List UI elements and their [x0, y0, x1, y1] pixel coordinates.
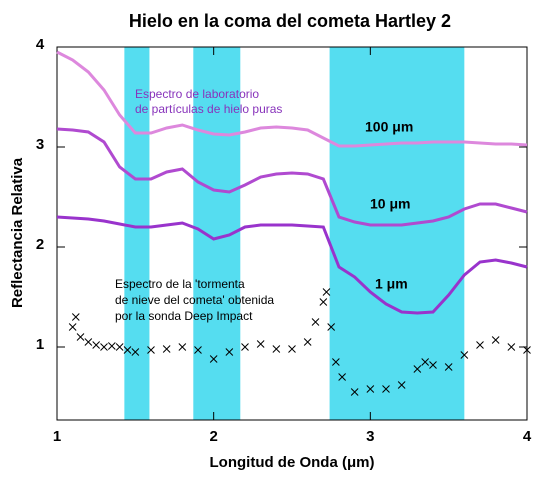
- x-axis-label: Longitud de Onda (μm): [210, 454, 375, 471]
- y-tick-label: 2: [36, 236, 44, 253]
- y-axis-label: Reflectancia Relativa: [9, 157, 26, 308]
- observed-point: [225, 348, 234, 356]
- observed-point: [147, 346, 155, 354]
- observed-point: [303, 338, 312, 346]
- observed-point: [272, 345, 281, 353]
- observed-point: [71, 313, 80, 321]
- observed-point: [429, 361, 437, 369]
- obs-annotation: por la sonda Deep Impact: [115, 309, 253, 323]
- lab-annotation: de partículas de hielo puras: [135, 102, 282, 116]
- y-tick-label: 4: [36, 36, 45, 53]
- x-tick-label: 3: [366, 428, 374, 445]
- highlight-band: [329, 47, 465, 420]
- y-tick-label: 1: [36, 336, 44, 353]
- highlight-band: [124, 47, 150, 420]
- observed-point: [322, 288, 331, 296]
- observed-point: [460, 351, 469, 359]
- series-label: 100 μm: [365, 119, 413, 135]
- observed-point: [491, 336, 500, 344]
- x-tick-label: 2: [209, 428, 217, 445]
- observed-point: [162, 345, 171, 353]
- observed-point: [92, 341, 101, 349]
- x-tick-label: 4: [523, 428, 532, 445]
- observed-point: [507, 343, 516, 351]
- series-line: [56, 50, 528, 148]
- observed-point: [397, 381, 406, 389]
- observed-point: [123, 346, 132, 354]
- observed-point: [311, 318, 320, 326]
- observed-point: [523, 346, 531, 354]
- observed-point: [100, 343, 108, 351]
- series-label: 1 μm: [375, 276, 408, 292]
- observed-point: [288, 345, 296, 353]
- observed-point: [413, 365, 422, 373]
- observed-point: [76, 333, 85, 341]
- series-line: [56, 127, 528, 227]
- observed-point: [350, 388, 359, 396]
- observed-point: [327, 323, 336, 331]
- observed-point: [338, 373, 346, 381]
- observed-point: [68, 323, 77, 331]
- series-label: 10 μm: [370, 196, 410, 212]
- observed-point: [241, 343, 249, 351]
- observed-point: [319, 298, 328, 306]
- observed-point: [256, 340, 265, 348]
- observed-point: [421, 358, 430, 366]
- observed-point: [115, 343, 124, 351]
- observed-point: [366, 385, 375, 393]
- observed-point: [332, 358, 340, 366]
- observed-point: [476, 341, 484, 349]
- obs-annotation: Espectro de la 'tormenta: [115, 277, 245, 291]
- observed-point: [444, 363, 453, 371]
- obs-annotation: de nieve del cometa' obtenida: [115, 293, 274, 307]
- observed-point: [382, 385, 390, 393]
- observed-point: [131, 348, 140, 356]
- observed-point: [178, 343, 187, 351]
- observed-point: [209, 355, 218, 363]
- series-line: [56, 215, 528, 315]
- lab-annotation: Espectro de laboratorio: [135, 87, 259, 101]
- observed-point: [107, 342, 116, 350]
- observed-point: [84, 338, 93, 346]
- observed-point: [194, 346, 202, 354]
- chart-title: Hielo en la coma del cometa Hartley 2: [129, 11, 451, 31]
- x-tick-label: 1: [53, 428, 61, 445]
- y-tick-label: 3: [36, 136, 44, 153]
- plot-frame: [56, 46, 528, 421]
